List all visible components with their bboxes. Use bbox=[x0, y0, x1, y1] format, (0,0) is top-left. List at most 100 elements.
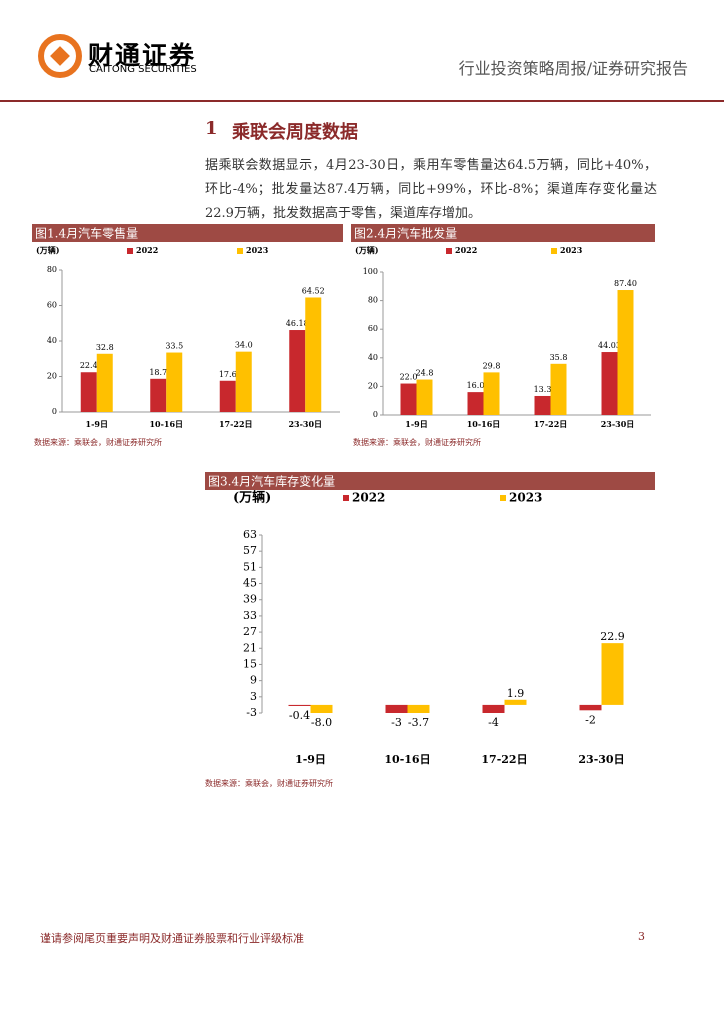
y-tick-label: 40 bbox=[47, 336, 57, 345]
bar bbox=[416, 379, 433, 415]
bar bbox=[310, 704, 333, 713]
chart: 图3.4月汽车库存变化量(万辆) 2022 2023-339152127333945… bbox=[205, 472, 655, 788]
value-label: 24.8 bbox=[416, 369, 434, 378]
y-tick-label: 20 bbox=[47, 372, 57, 381]
footer-disclaimer: 谨请参阅尾页重要声明及财通证券股票和行业评级标准 bbox=[40, 932, 304, 945]
x-tick-label: 10-16日 bbox=[467, 419, 501, 429]
value-label: 34.0 bbox=[235, 341, 253, 350]
value-label: 32.8 bbox=[96, 343, 114, 352]
chart-title: 图3.4月汽车库存变化量 bbox=[208, 474, 335, 489]
title-bar bbox=[205, 472, 655, 490]
value-label: 22.4 bbox=[80, 361, 98, 370]
bar bbox=[385, 704, 408, 713]
y-tick-label: 0 bbox=[373, 410, 378, 419]
chart: 图1.4月汽车零售量 (万辆) 2022 2023 0 20 40 60 80 1-9日 22.4 3… bbox=[32, 224, 343, 447]
bar bbox=[483, 372, 500, 415]
source-note: 数据来源：乘联会，财通证券研究所 bbox=[353, 437, 481, 447]
y-tick-label: 40 bbox=[368, 353, 378, 362]
bar bbox=[482, 704, 505, 713]
bar bbox=[96, 353, 113, 412]
y-tick-label: 63 bbox=[243, 528, 257, 541]
y-tick-label: 9 bbox=[250, 674, 257, 687]
bar bbox=[166, 352, 183, 412]
x-tick-label: 1-9日 bbox=[295, 753, 326, 766]
y-tick-label: 33 bbox=[243, 609, 257, 622]
value-label: 44.03 bbox=[598, 341, 621, 350]
paragraph: 据乘联会数据显示，4月23-30日，乘用车零售量达64.5万辆，同比+40%，环… bbox=[205, 158, 657, 221]
bar bbox=[400, 383, 417, 415]
legend-swatch bbox=[551, 248, 557, 254]
y-tick-label: -3 bbox=[246, 706, 257, 719]
chart: 图2.4月汽车批发量 (万辆) 2022 2023 0 20 40 60 80 100 1-9日 22… bbox=[351, 224, 655, 447]
report-type: 行业投资策略周报/证券研究报告 bbox=[458, 59, 688, 78]
bar bbox=[467, 392, 484, 415]
value-label: -2 bbox=[585, 713, 596, 726]
source-note: 数据来源：乘联会，财通证券研究所 bbox=[34, 437, 162, 447]
title-bar bbox=[32, 224, 343, 242]
x-tick-label: 23-30日 bbox=[578, 753, 624, 766]
y-tick-label: 60 bbox=[368, 324, 378, 333]
y-tick-label: 60 bbox=[47, 301, 57, 310]
legend-swatch bbox=[343, 495, 349, 501]
value-label: 87.40 bbox=[614, 279, 637, 288]
y-tick-label: 51 bbox=[243, 560, 257, 573]
value-label: 64.52 bbox=[302, 286, 325, 295]
value-label: 29.8 bbox=[483, 361, 501, 370]
legend-swatch bbox=[500, 495, 506, 501]
y-tick-label: 15 bbox=[243, 657, 257, 670]
legend-label: 2022 bbox=[136, 245, 158, 255]
bar bbox=[289, 330, 306, 412]
bar bbox=[219, 380, 236, 412]
company-name: 财通证券 bbox=[88, 41, 197, 70]
value-label: 33.5 bbox=[165, 342, 183, 351]
logo-icon bbox=[38, 34, 82, 78]
section-title: 乘联会周度数据 bbox=[232, 122, 358, 143]
x-tick-label: 17-22日 bbox=[534, 419, 568, 429]
value-label: 22.0 bbox=[400, 373, 418, 382]
bar bbox=[150, 378, 167, 412]
source-note: 数据来源：乘联会，财通证券研究所 bbox=[205, 778, 333, 788]
chart-title: 图2.4月汽车批发量 bbox=[354, 226, 457, 241]
y-tick-label: 0 bbox=[52, 407, 57, 416]
x-tick-label: 10-16日 bbox=[149, 419, 183, 429]
x-tick-label: 17-22日 bbox=[219, 419, 253, 429]
bar bbox=[305, 297, 322, 412]
bar bbox=[288, 704, 311, 706]
page-number: 3 bbox=[638, 930, 645, 943]
x-tick-label: 23-30日 bbox=[601, 419, 635, 429]
unit-label: (万辆) bbox=[36, 245, 60, 255]
legend-label: 2023 bbox=[560, 245, 583, 255]
value-label: 13.3 bbox=[534, 385, 552, 394]
section-number: 1 bbox=[205, 118, 218, 139]
legend-swatch bbox=[446, 248, 452, 254]
bar bbox=[617, 290, 634, 415]
y-tick-label: 45 bbox=[243, 577, 257, 590]
bar bbox=[235, 351, 252, 412]
unit-label: (万辆) bbox=[233, 490, 271, 506]
legend-label: 2022 bbox=[352, 491, 385, 505]
y-tick-label: 3 bbox=[250, 690, 257, 703]
bar bbox=[534, 395, 551, 415]
unit-label: (万辆) bbox=[355, 245, 379, 255]
y-tick-label: 39 bbox=[243, 593, 257, 606]
y-tick-label: 80 bbox=[368, 296, 378, 305]
bar bbox=[601, 643, 624, 705]
value-label: 22.9 bbox=[600, 630, 625, 643]
y-tick-label: 100 bbox=[363, 267, 378, 276]
x-tick-label: 1-9日 bbox=[405, 419, 427, 429]
legend-label: 2023 bbox=[246, 245, 269, 255]
value-label: -3.7 bbox=[408, 716, 429, 729]
title-bar bbox=[351, 224, 655, 242]
bar bbox=[407, 704, 430, 713]
value-label: 46.18 bbox=[286, 319, 309, 328]
value-label: 16.0 bbox=[467, 381, 485, 390]
legend-swatch bbox=[127, 248, 133, 254]
legend-swatch bbox=[237, 248, 243, 254]
value-label: 17.6 bbox=[219, 370, 237, 379]
header-rule bbox=[0, 100, 724, 102]
x-tick-label: 1-9日 bbox=[86, 419, 108, 429]
value-label: -3 bbox=[391, 716, 402, 729]
legend-label: 2023 bbox=[509, 491, 542, 505]
value-label: 18.7 bbox=[149, 368, 167, 377]
